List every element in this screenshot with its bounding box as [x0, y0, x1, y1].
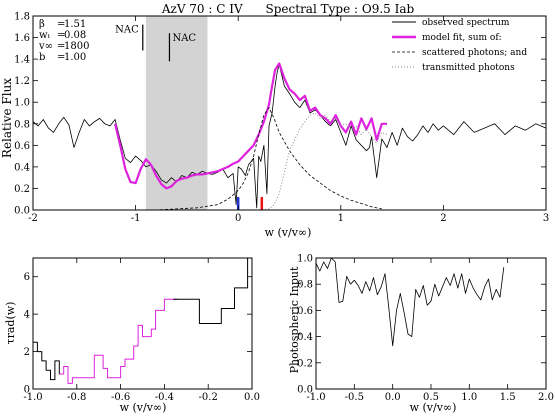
param-wt-value: 0.08	[64, 30, 86, 41]
param-b-name: b	[39, 52, 45, 63]
y-tick-label-0-6: 1.2	[14, 76, 30, 87]
series-1-0-line	[33, 341, 64, 381]
top-legend: observed spectrum model fit, sum of: sca…	[392, 18, 527, 73]
x-tick-label-1-1: -0.8	[67, 392, 86, 403]
y-tick-label-1-2: 4	[24, 310, 30, 321]
photospheric-x-axis-label: w (v/v∞)	[410, 401, 457, 414]
tau-plot-frame	[32, 257, 253, 390]
top-plot-frame	[32, 15, 547, 211]
x-tick-label-1-0: -1.0	[23, 392, 42, 403]
y-tick-label-2-2: 0.4	[297, 332, 313, 343]
param-eq-3: =	[57, 41, 65, 52]
nac-label-0: NAC	[115, 25, 139, 36]
legend-label-scattered: scattered photons; and	[422, 48, 527, 58]
series-1-2-line	[173, 257, 252, 324]
x-tick-label-2-0: -1.0	[306, 392, 325, 403]
param-wt-name: wₜ	[39, 30, 51, 41]
tau-axis-ticks: -1.0 -0.8 -0.6 -0.4 -0.2 0.0 0 2 4 6	[23, 258, 260, 403]
x-tick-label-2-3: 0.5	[423, 392, 439, 403]
y-tick-label-2-3: 0.6	[297, 306, 313, 317]
y-tick-label-0-1: 0.2	[14, 184, 30, 195]
series-2-0-line	[315, 257, 505, 347]
nac-label-1: NAC	[172, 33, 196, 44]
x-tick-label-2-5: 1.5	[500, 392, 516, 403]
tau-series-group	[33, 257, 252, 384]
param-eq-1: =	[57, 19, 65, 30]
y-tick-label-0-5: 1.0	[14, 98, 30, 109]
x-tick-label-2-1: -0.5	[345, 392, 364, 403]
tau-y-axis-label: τrad(w)	[4, 302, 17, 345]
x-tick-label-2-4: 1.0	[461, 392, 477, 403]
x-tick-label-0-0: -2	[28, 213, 38, 224]
param-eq-2: =	[57, 30, 65, 41]
param-vinf-value: 1800	[64, 41, 89, 52]
nac-annotations: NAC NAC	[115, 24, 196, 62]
top-y-axis-label: Relative Flux	[0, 78, 14, 158]
param-beta-value: 1.51	[64, 19, 86, 30]
photospheric-y-axis-label: Photospheric Input	[288, 266, 301, 373]
y-tick-label-0-0: 0.0	[14, 206, 30, 217]
x-tick-label-2-6: 2.0	[538, 392, 554, 403]
y-tick-label-0-2: 0.4	[14, 162, 30, 173]
top-panel: NAC NAC -2 -1 0 1 2 3 0.0 0.2 0.4 0.6 0.8 1.0 1.2 1.4 1…	[0, 2, 549, 239]
y-tick-label-0-3: 0.6	[14, 141, 30, 152]
photospheric-series-group	[315, 257, 505, 347]
y-tick-label-0-8: 1.6	[14, 33, 30, 44]
top-axis-ticks: -2 -1 0 1 2 3 0.0 0.2 0.4 0.6 0.8 1.0 1.2 1.4 1.6 1.8	[14, 12, 549, 225]
x-tick-label-0-4: 2	[440, 213, 446, 224]
y-tick-label-1-3: 6	[24, 272, 30, 283]
y-tick-label-1-1: 2	[24, 347, 30, 358]
y-tick-label-0-9: 1.8	[14, 12, 30, 23]
y-tick-label-1-0: 0	[24, 385, 30, 396]
y-tick-label-2-1: 0.2	[297, 358, 313, 369]
top-series-group	[32, 62, 547, 211]
absorption-shaded-region	[145, 16, 208, 210]
photospheric-panel: -1.0 -0.5 0.0 0.5 1.0 1.5 2.0 0.0 0.2 0.4 0.6 0.8 1.…	[288, 254, 554, 415]
legend-label-transmitted: transmitted photons	[422, 63, 515, 73]
param-b-value: 1.00	[64, 52, 86, 63]
y-tick-label-2-5: 1.0	[297, 254, 313, 265]
photospheric-axis-ticks: -1.0 -0.5 0.0 0.5 1.0 1.5 2.0 0.0 0.2 0.4 0.6 0.8 1.…	[297, 254, 554, 404]
series-0-2-line	[115, 107, 382, 211]
param-vinf-name: v∞	[38, 41, 53, 52]
x-tick-label-0-1: -1	[131, 213, 141, 224]
x-tick-label-0-2: 0	[235, 213, 241, 224]
x-tick-label-1-5: 0.0	[244, 392, 260, 403]
series-0-0-line	[32, 64, 547, 209]
x-tick-label-0-3: 1	[338, 213, 344, 224]
tau-panel: -1.0 -0.8 -0.6 -0.4 -0.2 0.0 0 2 4 6 τrad(w) w (v…	[4, 257, 260, 414]
x-tick-label-0-5: 3	[543, 213, 549, 224]
tau-x-axis-label: w (v/v∞)	[120, 401, 167, 414]
param-beta-name: β	[39, 19, 45, 30]
x-tick-label-1-3: -0.4	[155, 392, 174, 403]
velocity-markers	[236, 197, 264, 210]
y-tick-label-2-0: 0.0	[297, 385, 313, 396]
top-chart-title: AzV 70 : C IV Spectral Type : O9.5 Iab	[161, 2, 415, 16]
photospheric-plot-frame	[315, 257, 547, 390]
x-tick-label-2-2: 0.0	[385, 392, 401, 403]
legend-label-observed: observed spectrum	[422, 18, 510, 28]
y-tick-label-0-4: 0.8	[14, 119, 30, 130]
series-1-1-line	[59, 298, 178, 384]
fit-parameters: β 1.51 wₜ 0.08 v∞ 1800 b 1.00 = = = =	[38, 19, 89, 63]
x-tick-label-1-4: -0.2	[199, 392, 218, 403]
y-tick-label-2-4: 0.8	[297, 280, 313, 291]
top-x-axis-label: w (v/v∞)	[265, 226, 312, 239]
y-tick-label-0-7: 1.4	[14, 55, 30, 66]
x-tick-label-1-2: -0.6	[111, 392, 130, 403]
param-eq-4: =	[57, 52, 65, 63]
legend-label-model: model fit, sum of:	[422, 33, 502, 43]
